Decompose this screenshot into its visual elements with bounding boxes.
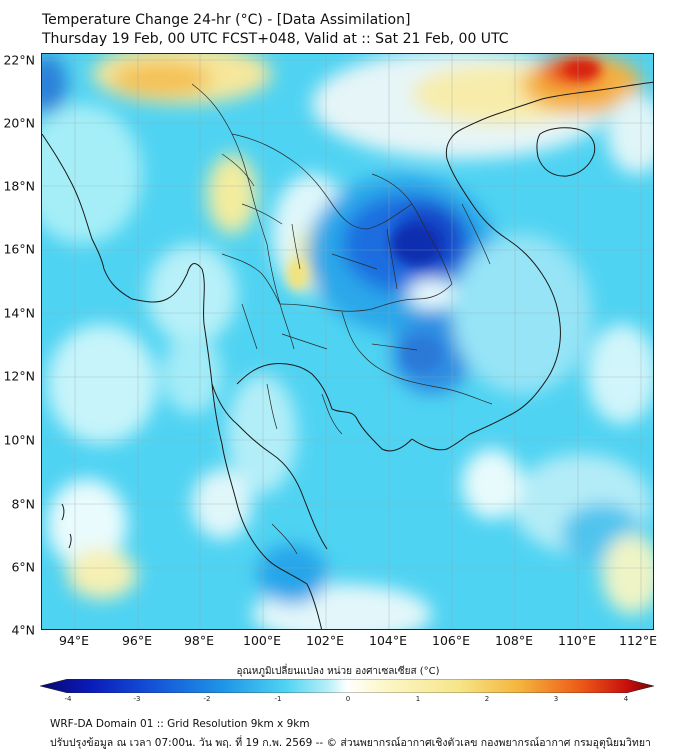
lat-label-4n: 4°N xyxy=(11,622,35,638)
lat-label-6n: 6°N xyxy=(11,559,35,575)
lon-label-100e: 100°E xyxy=(242,633,282,648)
lon-label-112e: 112°E xyxy=(618,633,658,648)
lat-label-14n: 14°N xyxy=(3,305,35,321)
colorbar-ramp xyxy=(39,678,655,694)
footer-credit: ปรับปรุงข้อมูล ณ เวลา 07:00น. วัน พฤ. ที… xyxy=(50,737,651,749)
colorbar-tick-2: 2 xyxy=(484,695,490,703)
lat-label-16n: 16°N xyxy=(3,241,35,257)
lon-label-102e: 102°E xyxy=(305,633,345,648)
admin-boundaries xyxy=(191,83,493,555)
colorbar-tick-0: 0 xyxy=(345,695,351,703)
graticule xyxy=(42,54,653,629)
lon-label-98e: 98°E xyxy=(183,633,215,648)
colorbar-tick-minus4: -4 xyxy=(64,695,72,703)
lon-label-96e: 96°E xyxy=(121,633,153,648)
colorbar-tick-minus1: -1 xyxy=(274,695,282,703)
colorbar-tick-1: 1 xyxy=(415,695,421,703)
lon-label-110e: 110°E xyxy=(557,633,597,648)
colorbar-tick-4: 4 xyxy=(623,695,629,703)
lon-label-94e: 94°E xyxy=(58,633,90,648)
colorbar-tick-3: 3 xyxy=(553,695,559,703)
field-anomalies xyxy=(42,54,653,629)
colorbar-title: อุณหภูมิเปลี่ยนแปลง หน่วย องศาเซลเซียส (… xyxy=(236,666,440,677)
lat-label-22n: 22°N xyxy=(3,52,35,68)
colorbar-tick-minus2: -2 xyxy=(203,695,211,703)
lat-label-20n: 20°N xyxy=(3,115,35,131)
lon-label-104e: 104°E xyxy=(368,633,408,648)
colorbar-tick-minus3: -3 xyxy=(133,695,141,703)
lat-label-12n: 12°N xyxy=(3,368,35,384)
coastlines xyxy=(42,81,653,629)
map-title: Temperature Change 24-hr (°C) - [Data As… xyxy=(42,11,509,49)
lat-label-10n: 10°N xyxy=(3,432,35,448)
title-line-2: Thursday 19 Feb, 00 UTC FCST+048, Valid … xyxy=(42,31,509,47)
lon-label-106e: 106°E xyxy=(431,633,471,648)
footer-domain-info: WRF-DA Domain 01 :: Grid Resolution 9km … xyxy=(50,718,310,730)
title-line-1: Temperature Change 24-hr (°C) - [Data As… xyxy=(42,12,411,28)
lat-label-18n: 18°N xyxy=(3,178,35,194)
temperature-field-map xyxy=(42,54,653,629)
lon-label-108e: 108°E xyxy=(494,633,534,648)
field-detail xyxy=(287,59,600,372)
colorbar xyxy=(39,678,655,694)
map-panel[interactable] xyxy=(41,53,654,630)
lat-label-8n: 8°N xyxy=(11,496,35,512)
